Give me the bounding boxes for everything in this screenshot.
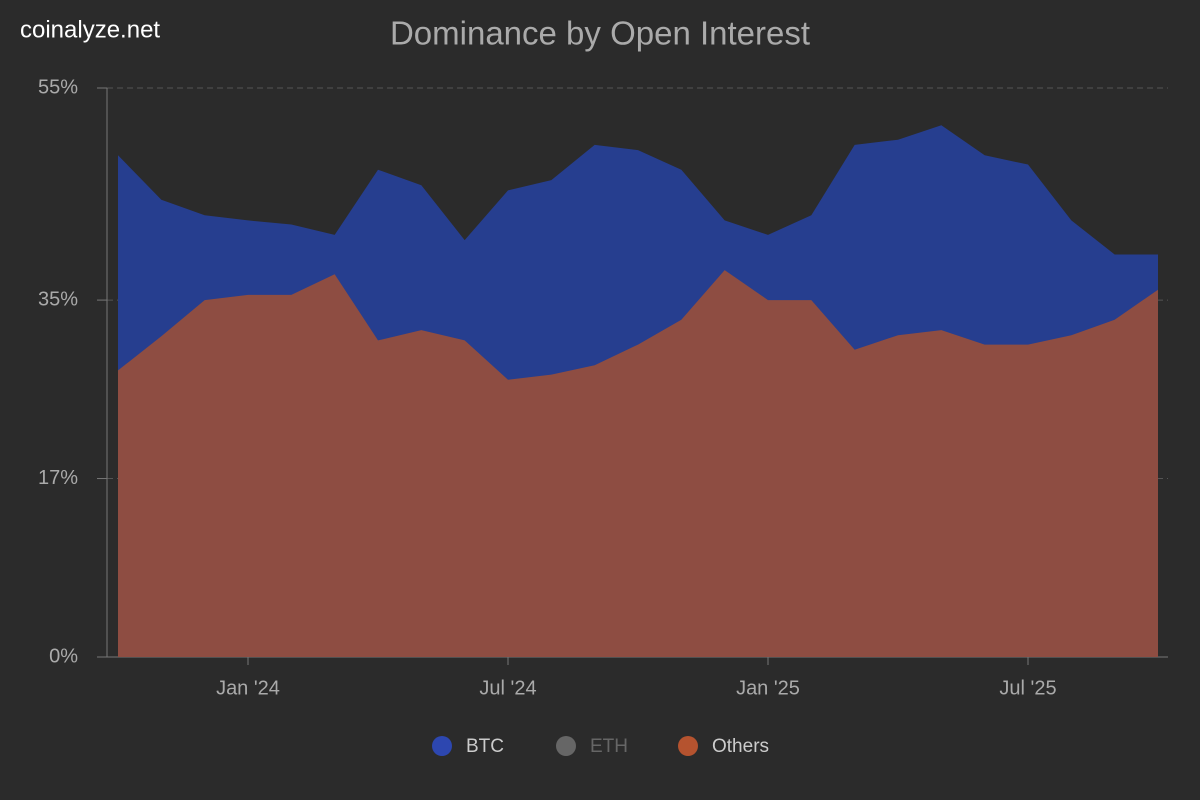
x-tick-label: Jul '25 (999, 677, 1056, 699)
legend-label[interactable]: Others (712, 736, 769, 757)
x-tick-label: Jan '25 (736, 677, 800, 699)
watermark: coinalyze.net (20, 16, 160, 43)
y-tick-label: 55% (38, 76, 78, 98)
chart-title: Dominance by Open Interest (390, 15, 810, 52)
legend-swatch[interactable] (556, 736, 576, 756)
legend-label[interactable]: ETH (590, 736, 628, 757)
x-tick-label: Jul '24 (479, 677, 536, 699)
legend-swatch[interactable] (432, 736, 452, 756)
legend-swatch[interactable] (678, 736, 698, 756)
y-tick-label: 35% (38, 288, 78, 310)
y-tick-label: 0% (49, 645, 78, 667)
legend-label[interactable]: BTC (466, 736, 504, 757)
x-tick-label: Jan '24 (216, 677, 280, 699)
y-tick-label: 17% (38, 467, 78, 489)
area (118, 270, 1158, 657)
